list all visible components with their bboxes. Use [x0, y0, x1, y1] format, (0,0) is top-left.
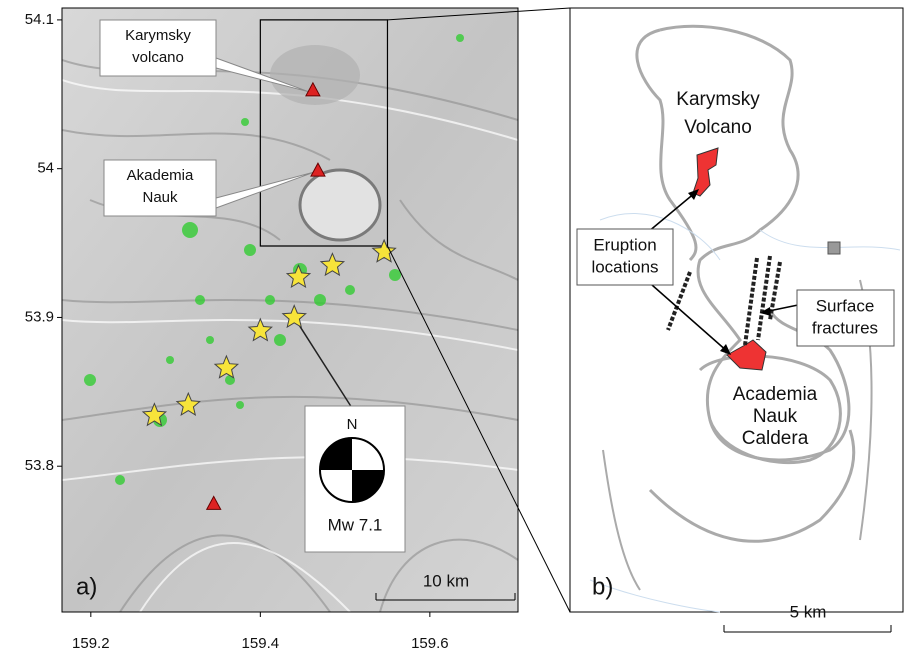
volcano-label: volcano — [132, 49, 184, 66]
y-tick-label: 54.1 — [25, 11, 54, 28]
x-tick-label: 159.6 — [411, 635, 449, 652]
y-tick-label: 54 — [37, 160, 54, 177]
volcano-label: Karymsky — [125, 27, 191, 44]
eruption-label: Eruption — [593, 235, 656, 254]
panel-label: a) — [76, 573, 97, 600]
panel-label: b) — [592, 573, 613, 600]
caldera-label: Caldera — [742, 428, 809, 449]
volcano-label: Volcano — [684, 117, 752, 138]
volcano-label: Akademia — [127, 167, 194, 184]
caldera-label: Academia — [733, 384, 818, 405]
caldera-label: Nauk — [753, 406, 798, 427]
fractures-label: Surface — [816, 296, 875, 315]
mechanism-label: Mw 7.1 — [328, 515, 383, 534]
y-tick-label: 53.9 — [25, 308, 54, 325]
marker — [828, 242, 840, 254]
north-label: N — [347, 416, 358, 433]
eruption-label: locations — [591, 257, 658, 276]
fractures-label: fractures — [812, 318, 878, 337]
scale-label: 10 km — [423, 571, 469, 590]
volcano-label: Nauk — [142, 189, 178, 206]
volcano-label: Karymsky — [676, 89, 760, 110]
scale-label: 5 km — [790, 602, 827, 621]
x-tick-label: 159.2 — [72, 635, 110, 652]
figure: 159.2 159.4 159.6 53.8 53.9 54 54.1 Karymsky vol… — [0, 0, 905, 659]
x-tick-label: 159.4 — [242, 635, 280, 652]
y-tick-label: 53.8 — [25, 457, 54, 474]
hillshade — [62, 8, 518, 612]
